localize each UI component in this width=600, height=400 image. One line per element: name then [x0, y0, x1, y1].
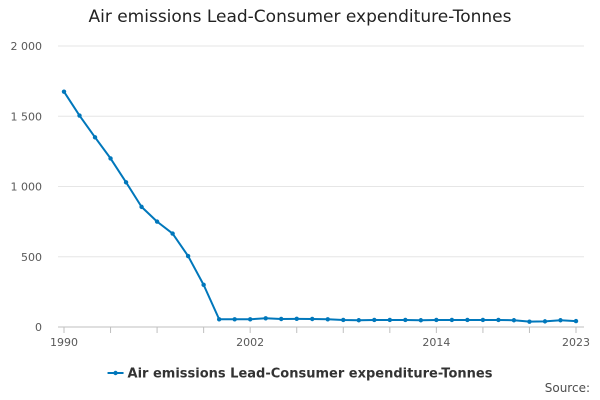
- series-layer: [61, 89, 579, 324]
- data-point[interactable]: [139, 204, 144, 210]
- source-label: Source:: [544, 381, 590, 395]
- data-point[interactable]: [418, 318, 424, 323]
- data-point[interactable]: [185, 253, 191, 259]
- legend-label: Air emissions Lead-Consumer expenditure-…: [128, 367, 493, 382]
- data-point[interactable]: [496, 317, 501, 323]
- x-tick-label: 2002: [236, 336, 264, 349]
- data-point[interactable]: [294, 316, 299, 322]
- data-point[interactable]: [123, 180, 129, 185]
- data-point[interactable]: [403, 317, 408, 323]
- data-point[interactable]: [279, 316, 284, 322]
- data-point[interactable]: [201, 282, 206, 288]
- data-point[interactable]: [263, 316, 268, 321]
- data-point[interactable]: [356, 318, 361, 323]
- data-point[interactable]: [372, 317, 377, 323]
- data-point[interactable]: [77, 113, 82, 118]
- data-point[interactable]: [449, 317, 455, 323]
- y-tick-label: 2 000: [11, 40, 43, 53]
- y-tick-label: 500: [21, 251, 42, 264]
- y-tick-label: 1 000: [11, 181, 43, 194]
- data-point[interactable]: [434, 317, 439, 323]
- data-point[interactable]: [108, 156, 113, 161]
- data-point[interactable]: [216, 317, 222, 322]
- data-point[interactable]: [232, 317, 237, 322]
- data-point[interactable]: [465, 317, 470, 323]
- data-point[interactable]: [325, 317, 330, 322]
- legend[interactable]: Air emissions Lead-Consumer expenditure-…: [107, 367, 493, 382]
- gridlines: [58, 45, 584, 258]
- data-point[interactable]: [154, 219, 160, 224]
- x-tick-label: 2023: [562, 336, 590, 349]
- legend-marker: [113, 370, 118, 376]
- data-point[interactable]: [247, 317, 253, 322]
- y-tick-label: 1 500: [11, 110, 43, 123]
- data-point[interactable]: [511, 318, 517, 323]
- series-line: [63, 91, 577, 323]
- x-tick-label: 1990: [50, 336, 78, 349]
- x-tick-label: 2014: [422, 336, 450, 349]
- data-point[interactable]: [341, 317, 346, 323]
- x-axis-tick-labels: 1990 2002 2014 2023: [50, 336, 590, 349]
- data-point[interactable]: [310, 316, 315, 322]
- y-tick-label: 0: [35, 321, 42, 334]
- data-point[interactable]: [61, 89, 67, 94]
- data-point[interactable]: [170, 231, 175, 236]
- data-point[interactable]: [573, 318, 579, 324]
- data-point[interactable]: [542, 319, 548, 324]
- data-point[interactable]: [92, 135, 98, 140]
- data-point[interactable]: [480, 317, 486, 323]
- data-point[interactable]: [387, 317, 393, 323]
- data-point[interactable]: [558, 318, 563, 323]
- y-axis-tick-labels: 0 500 1 000 1 500 2 000: [11, 40, 43, 334]
- chart-title: Air emissions Lead-Consumer expenditure-…: [88, 7, 512, 27]
- x-axis: [58, 326, 584, 333]
- data-point[interactable]: [527, 319, 532, 324]
